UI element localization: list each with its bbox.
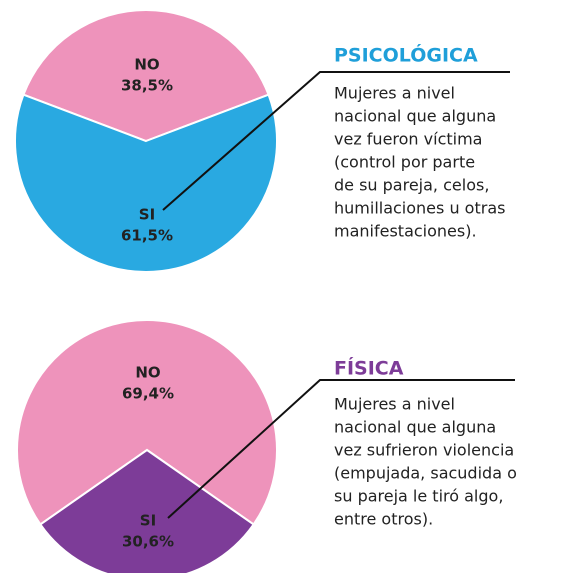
slice-value: 69,4% <box>122 385 174 403</box>
pie-slice <box>14 93 278 273</box>
slice-category: SI <box>140 512 156 530</box>
description-line: vez sufrieron violencia <box>334 441 514 460</box>
slice-category: NO <box>134 56 159 74</box>
section-title: PSICOLÓGICA <box>334 43 478 67</box>
description-line: nacional que alguna <box>334 418 496 437</box>
slice-value: 38,5% <box>121 77 173 95</box>
slice-category: NO <box>135 364 160 382</box>
pie-slice <box>39 448 255 573</box>
description-line: humillaciones u otras <box>334 199 505 218</box>
slice-value: 61,5% <box>121 227 173 245</box>
slice-category: SI <box>139 206 155 224</box>
description-line: manifestaciones). <box>334 222 477 241</box>
pie-slice <box>16 319 278 526</box>
description-line: nacional que alguna <box>334 107 496 126</box>
slice-value: 30,6% <box>122 533 174 551</box>
pie-slice <box>22 9 270 143</box>
description-line: de su pareja, celos, <box>334 176 489 195</box>
description-line: entre otros). <box>334 510 433 529</box>
leader-line <box>162 71 510 211</box>
description-line: Mujeres a nivel <box>334 395 455 414</box>
description-line: Mujeres a nivel <box>334 84 455 103</box>
description-line: su pareja le tiró algo, <box>334 487 503 506</box>
description-line: vez fueron víctima <box>334 130 482 149</box>
leader-line <box>167 379 515 519</box>
description-line: (empujada, sacudida o <box>334 464 517 483</box>
description-line: (control por parte <box>334 153 475 172</box>
section-title: FÍSICA <box>334 357 404 380</box>
